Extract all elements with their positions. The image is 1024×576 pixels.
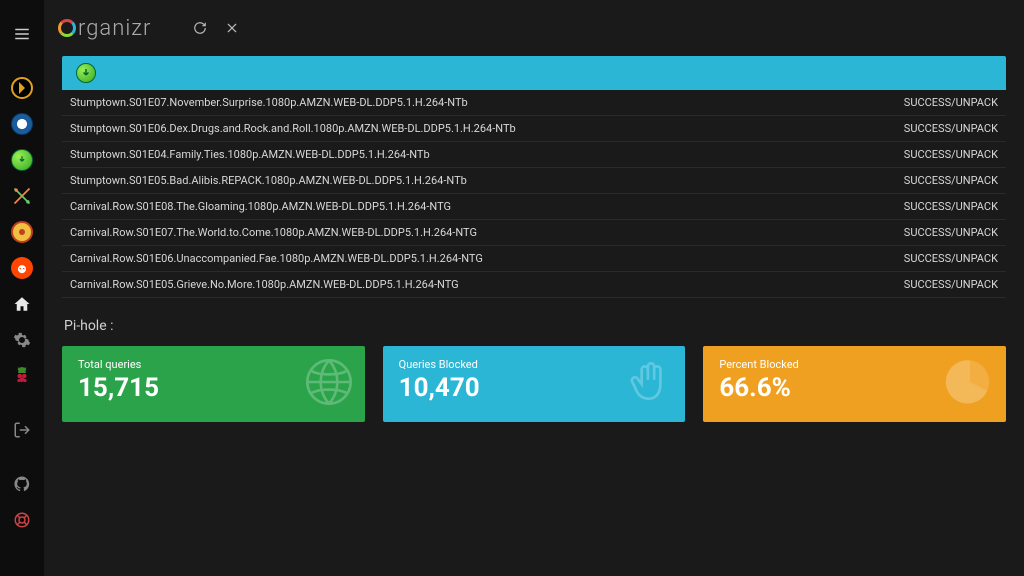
sidebar-item-menu[interactable] — [6, 18, 38, 50]
sonarr-icon — [11, 113, 33, 135]
download-nzb-icon — [11, 149, 33, 171]
gear-icon — [13, 331, 31, 349]
brand-text: rganizr — [78, 16, 151, 41]
sidebar-item-settings[interactable] — [6, 324, 38, 356]
download-name: Carnival.Row.S01E05.Grieve.No.More.1080p… — [70, 278, 892, 291]
sidebar-item-github[interactable] — [6, 468, 38, 500]
stat-card[interactable]: Total queries15,715 — [62, 346, 365, 422]
plex-icon — [11, 77, 33, 99]
download-status: SUCCESS/UNPACK — [904, 96, 998, 109]
download-name: Carnival.Row.S01E07.The.World.to.Come.10… — [70, 226, 892, 239]
globe-icon — [303, 356, 355, 412]
hand-icon — [625, 357, 675, 411]
sidebar-item-support[interactable] — [6, 504, 38, 536]
download-status: SUCCESS/UNPACK — [904, 148, 998, 161]
refresh-icon — [193, 21, 207, 35]
download-status: SUCCESS/UNPACK — [904, 226, 998, 239]
table-row[interactable]: Carnival.Row.S01E07.The.World.to.Come.10… — [62, 220, 1006, 246]
downloads-table: Stumptown.S01E07.November.Surprise.1080p… — [62, 90, 1006, 298]
signout-icon — [13, 421, 31, 439]
table-row[interactable]: Carnival.Row.S01E08.The.Gloaming.1080p.A… — [62, 194, 1006, 220]
home-icon — [13, 295, 31, 313]
lifering-icon — [13, 511, 31, 529]
download-status: SUCCESS/UNPACK — [904, 200, 998, 213]
table-row[interactable]: Stumptown.S01E05.Bad.Alibis.REPACK.1080p… — [62, 168, 1006, 194]
table-row[interactable]: Carnival.Row.S01E05.Grieve.No.More.1080p… — [62, 272, 1006, 298]
raspberry-pi-icon — [13, 366, 31, 386]
table-row[interactable]: Stumptown.S01E07.November.Surprise.1080p… — [62, 90, 1006, 116]
stat-card[interactable]: Percent Blocked66.6% — [703, 346, 1006, 422]
main-panel: rganizr Stumptown.S01E07.November.Surpri… — [44, 0, 1024, 576]
download-name: Stumptown.S01E05.Bad.Alibis.REPACK.1080p… — [70, 174, 892, 187]
download-name: Carnival.Row.S01E06.Unaccompanied.Fae.10… — [70, 252, 892, 265]
sidebar-item-nzbget[interactable] — [6, 144, 38, 176]
close-button[interactable] — [223, 19, 241, 37]
sidebar-item-tools[interactable] — [6, 180, 38, 212]
download-name: Stumptown.S01E04.Family.Ties.1080p.AMZN.… — [70, 148, 892, 161]
sidebar-item-signout[interactable] — [6, 414, 38, 446]
sidebar-item-radarr[interactable] — [6, 216, 38, 248]
download-status: SUCCESS/UNPACK — [904, 252, 998, 265]
download-name: Stumptown.S01E07.November.Surprise.1080p… — [70, 96, 892, 109]
brand-ring-icon — [58, 19, 76, 37]
download-name: Stumptown.S01E06.Dex.Drugs.and.Rock.and.… — [70, 122, 892, 135]
stat-card[interactable]: Queries Blocked10,470 — [383, 346, 686, 422]
nzbget-banner-icon — [76, 63, 96, 83]
download-status: SUCCESS/UNPACK — [904, 174, 998, 187]
sidebar-item-sonarr[interactable] — [6, 108, 38, 140]
table-row[interactable]: Carnival.Row.S01E06.Unaccompanied.Fae.10… — [62, 246, 1006, 272]
brand-logo[interactable]: rganizr — [58, 16, 151, 41]
sidebar-item-raspberry-pi[interactable] — [6, 360, 38, 392]
downloads-banner[interactable] — [62, 56, 1006, 90]
sidebar-item-reddit[interactable] — [6, 252, 38, 284]
github-icon — [13, 475, 31, 493]
piechart-icon — [944, 356, 996, 412]
table-row[interactable]: Stumptown.S01E04.Family.Ties.1080p.AMZN.… — [62, 142, 1006, 168]
content-area: Stumptown.S01E07.November.Surprise.1080p… — [44, 56, 1024, 576]
left-sidebar — [0, 0, 44, 576]
radarr-icon — [11, 221, 33, 243]
pihole-section-title: Pi-hole : — [64, 318, 1006, 334]
pihole-cards: Total queries15,715Queries Blocked10,470… — [62, 346, 1006, 422]
reddit-icon — [11, 257, 33, 279]
tools-crossed-icon — [12, 186, 32, 206]
download-status: SUCCESS/UNPACK — [904, 122, 998, 135]
hamburger-icon — [13, 25, 31, 43]
refresh-button[interactable] — [191, 19, 209, 37]
close-icon — [225, 21, 239, 35]
download-name: Carnival.Row.S01E08.The.Gloaming.1080p.A… — [70, 200, 892, 213]
sidebar-item-plex[interactable] — [6, 72, 38, 104]
download-status: SUCCESS/UNPACK — [904, 278, 998, 291]
sidebar-item-home[interactable] — [6, 288, 38, 320]
table-row[interactable]: Stumptown.S01E06.Dex.Drugs.and.Rock.and.… — [62, 116, 1006, 142]
header: rganizr — [44, 0, 1024, 56]
